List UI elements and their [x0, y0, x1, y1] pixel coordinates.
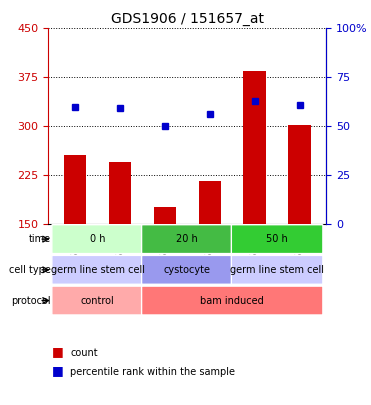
Bar: [64, 156, 86, 224]
Text: bam induced: bam induced: [200, 296, 264, 305]
Text: 50 h: 50 h: [266, 234, 288, 244]
Text: protocol: protocol: [11, 296, 50, 305]
Bar: [154, 207, 176, 224]
FancyBboxPatch shape: [142, 286, 323, 315]
Bar: [243, 71, 266, 224]
Text: germ line stem cell: germ line stem cell: [230, 265, 324, 275]
Text: cystocyte: cystocyte: [164, 265, 211, 275]
Text: time: time: [28, 234, 50, 244]
FancyBboxPatch shape: [232, 256, 323, 284]
Bar: [198, 181, 221, 224]
Text: cell type: cell type: [9, 265, 50, 275]
Text: control: control: [81, 296, 115, 305]
FancyBboxPatch shape: [52, 225, 143, 254]
Title: GDS1906 / 151657_at: GDS1906 / 151657_at: [111, 12, 264, 26]
Text: germ line stem cell: germ line stem cell: [50, 265, 145, 275]
Bar: [288, 125, 311, 224]
Text: 20 h: 20 h: [177, 234, 198, 244]
Text: percentile rank within the sample: percentile rank within the sample: [70, 367, 236, 377]
Text: count: count: [70, 348, 98, 358]
Bar: [109, 162, 131, 224]
FancyBboxPatch shape: [52, 286, 143, 315]
FancyBboxPatch shape: [142, 225, 233, 254]
Text: 0 h: 0 h: [90, 234, 105, 244]
FancyBboxPatch shape: [52, 256, 143, 284]
FancyBboxPatch shape: [142, 256, 233, 284]
FancyBboxPatch shape: [232, 225, 323, 254]
Text: ■: ■: [52, 364, 64, 377]
Text: ■: ■: [52, 345, 64, 358]
